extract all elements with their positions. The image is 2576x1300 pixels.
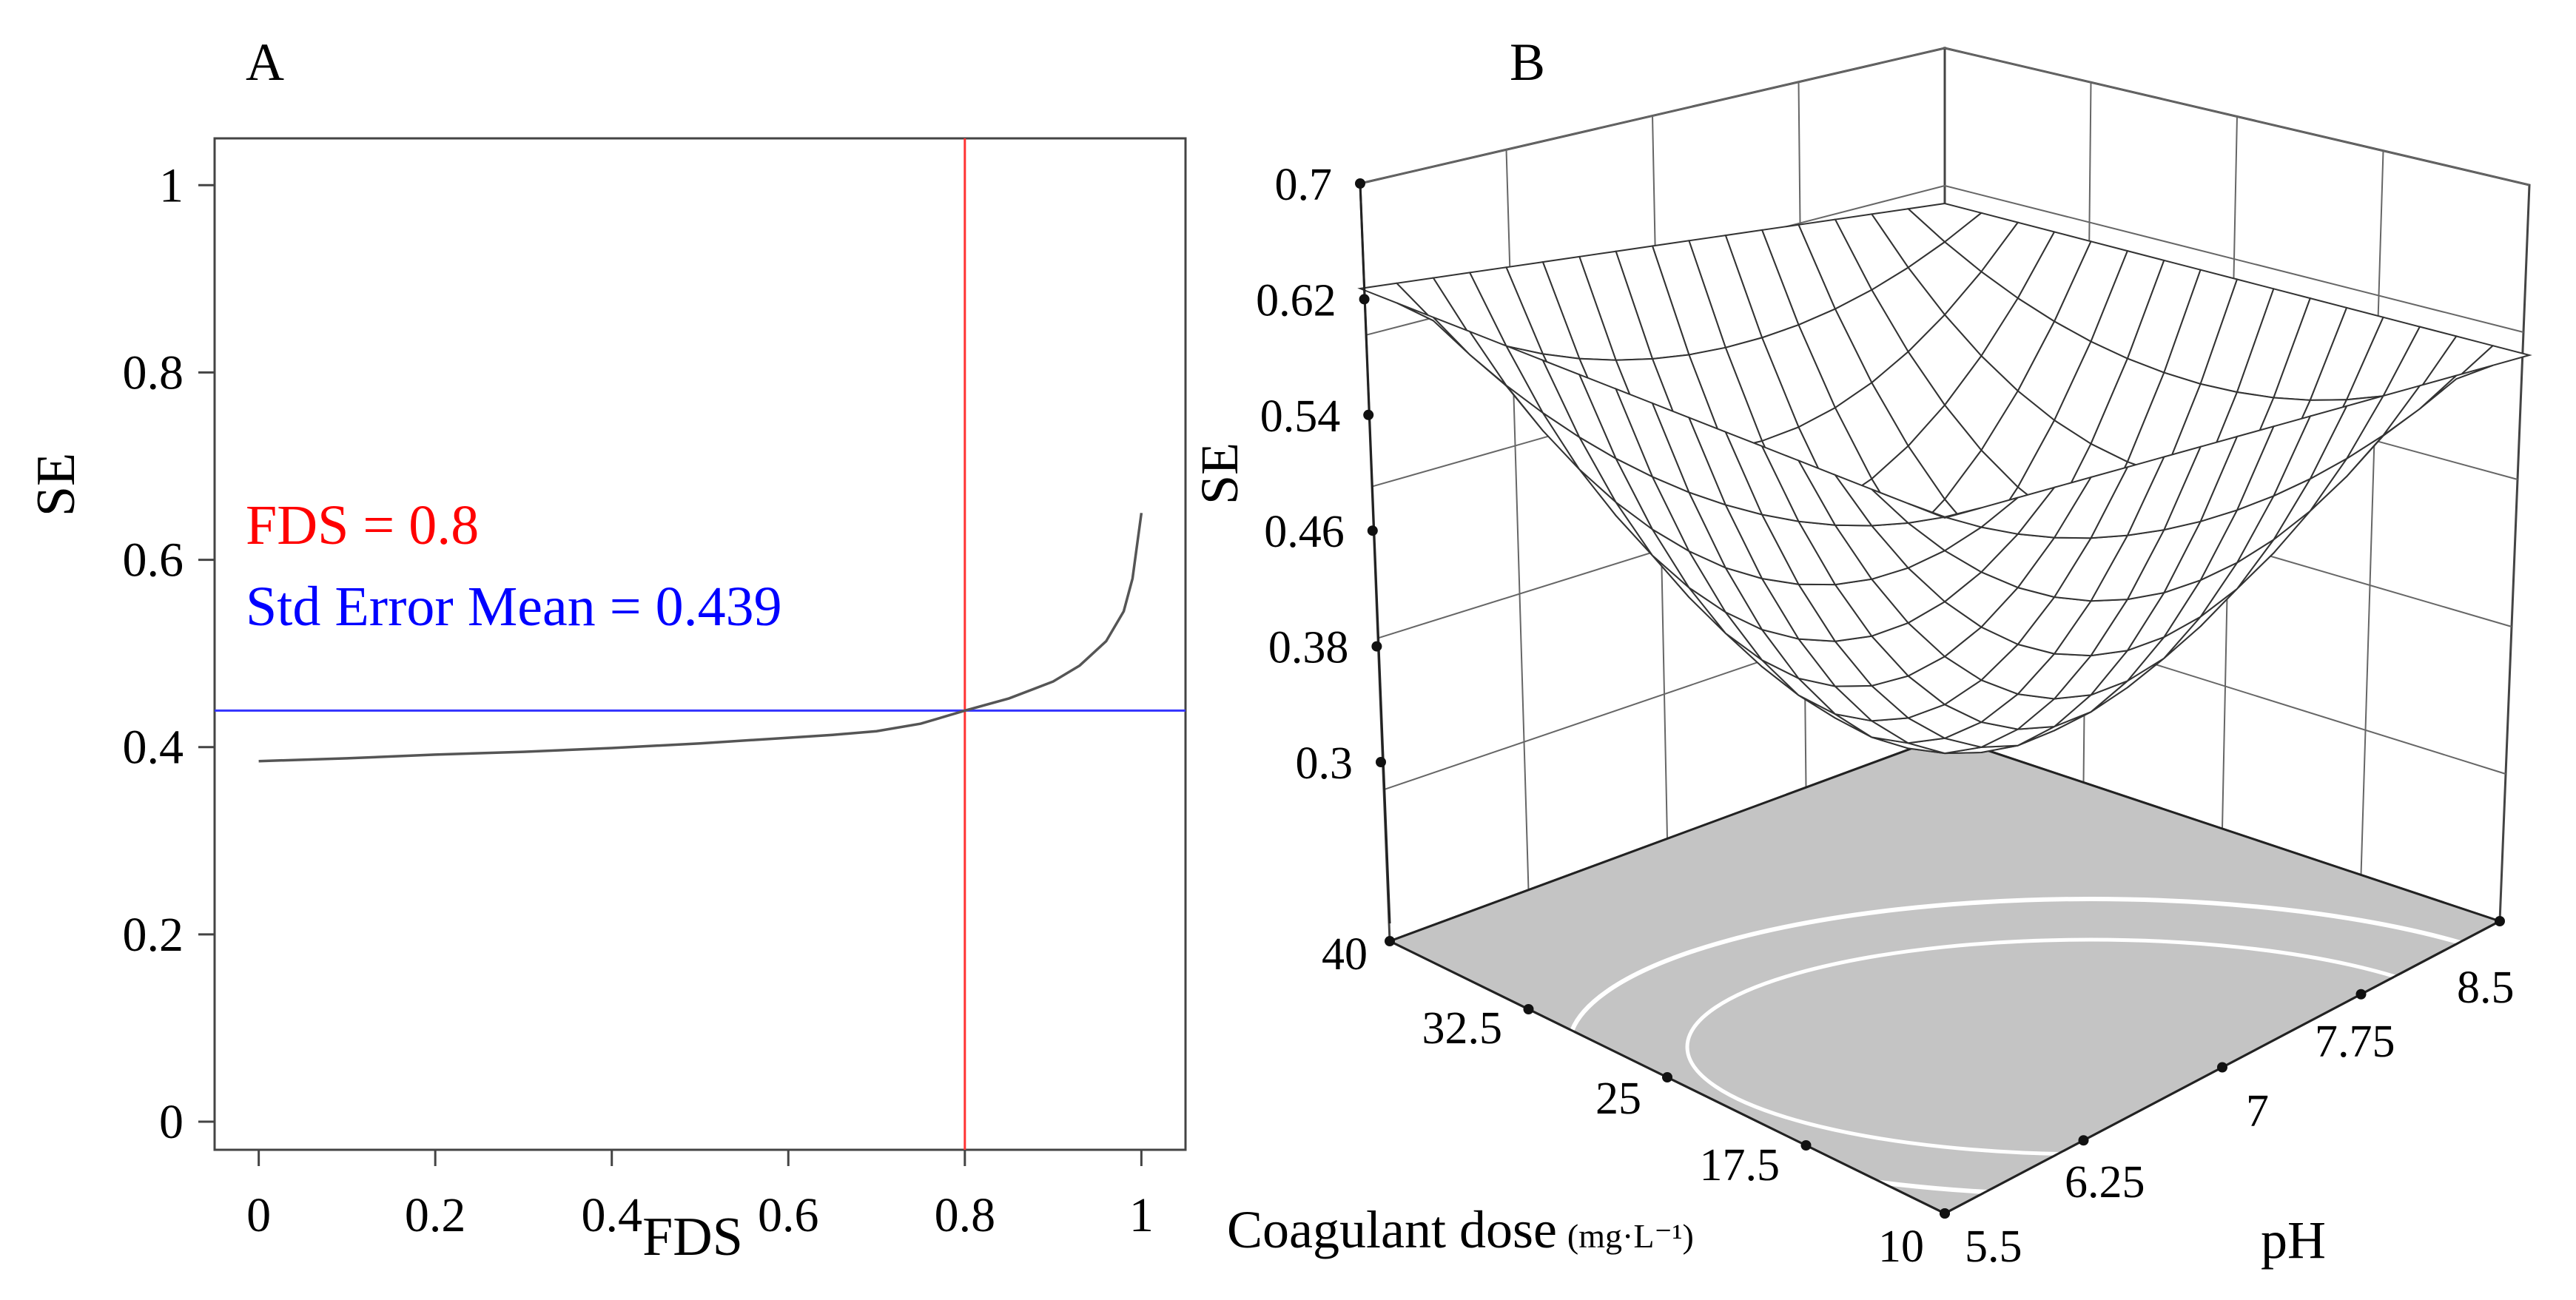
surface-cell (1908, 502, 1982, 519)
ph-tick-dot (2495, 916, 2505, 926)
z-tick-dot (1376, 757, 1386, 767)
z-tick-dot (1355, 178, 1365, 189)
y-axis-label: SE (26, 453, 87, 516)
contour-line (1685, 937, 2496, 1156)
panel-a-label: A (246, 33, 284, 92)
floor-contour-lines (1567, 897, 2576, 1197)
z-tick-dot (1371, 641, 1382, 652)
z-tick-label: 0.46 (1264, 507, 1345, 557)
ph-tick-label: 5.5 (1965, 1222, 2022, 1272)
z-axis-tick-labels: 0.3 0.38 0.46 0.54 0.62 0.7 (1256, 160, 1353, 789)
ph-tick-dot (2217, 1062, 2227, 1073)
response-surface (1357, 202, 2532, 755)
y-tick-label: 0.8 (123, 346, 184, 400)
x-tick-label: 0.6 (758, 1188, 819, 1242)
coagulant-tick-label: 40 (1322, 929, 1368, 980)
z-tick-dot (1367, 525, 1378, 536)
coagulant-tick-label: 25 (1595, 1074, 1641, 1124)
z-tick-label: 0.62 (1256, 275, 1336, 326)
z-axis-ticks (1355, 178, 1386, 767)
coagulant-tick-dot (1385, 936, 1395, 946)
coagulant-tick-dot (1940, 1208, 1950, 1219)
coagulant-tick-dot (1662, 1072, 1672, 1082)
ph-tick-label: 8.5 (2457, 963, 2515, 1013)
z-tick-label: 0.54 (1260, 391, 1341, 442)
x-axis-label: FDS (642, 1207, 743, 1267)
z-tick-label: 0.7 (1275, 160, 1333, 210)
ph-axis-label: pH (2261, 1210, 2326, 1270)
z-tick-dot (1359, 294, 1370, 305)
panel-a-plot-frame (213, 137, 1187, 1151)
ph-tick-label: 7 (2246, 1086, 2269, 1136)
panel-a-tick-labels: 0 0.2 0.4 0.6 0.8 1 0 0.2 0.4 0.6 0.8 1 (123, 158, 1154, 1242)
y-tick-label: 0.4 (123, 721, 184, 775)
z-tick-label: 0.3 (1296, 738, 1353, 789)
coagulant-tick-label: 17.5 (1700, 1140, 1780, 1190)
fds-annotation: FDS = 0.8 (246, 494, 479, 556)
coagulant-tick-label: 32.5 (1422, 1003, 1503, 1054)
z-tick-dot (1363, 409, 1374, 420)
coagulant-axis-unit: (mg·L⁻¹) (1567, 1217, 1694, 1255)
panel-b: B 0.3 0.38 0.46 0.54 0.62 0.7 SE (1190, 33, 2576, 1272)
coagulant-tick-label: 10 (1878, 1222, 1924, 1272)
y-tick-label: 0.2 (123, 908, 184, 962)
x-tick-label: 0 (246, 1188, 271, 1242)
x-tick-label: 1 (1129, 1188, 1154, 1242)
coagulant-tick-dot (1523, 1004, 1534, 1014)
panel-a: A 0 0.2 0.4 0.6 0.8 1 0 0.2 0.4 0.6 0.8 … (26, 33, 1187, 1267)
wall-gridline (2360, 150, 2384, 875)
panel-b-label: B (1510, 33, 1545, 92)
coagulant-tick-labels: 40 32.5 25 17.5 10 (1322, 929, 1924, 1272)
z-axis-label: SE (1190, 442, 1249, 505)
x-tick-label: 0.4 (581, 1188, 642, 1242)
y-tick-label: 0.6 (123, 533, 184, 587)
coagulant-axis-label: Coagulant dose (mg·L⁻¹) (1227, 1200, 1694, 1259)
z-axis-line (1359, 183, 1391, 924)
y-tick-label: 1 (159, 158, 184, 212)
coagulant-tick-dot (1800, 1140, 1812, 1151)
ph-tick-labels: 5.5 6.25 7 7.75 8.5 (1965, 963, 2515, 1272)
ph-tick-dot (2078, 1135, 2089, 1146)
floor-axis-ticks (1385, 916, 2505, 1219)
z-tick-label: 0.38 (1268, 623, 1349, 673)
ph-tick-dot (2355, 989, 2367, 1000)
se-curve-line (258, 513, 1143, 763)
ph-tick-label: 6.25 (2065, 1157, 2145, 1208)
contour-line (1567, 897, 2576, 1197)
ph-tick-label: 7.75 (2315, 1017, 2395, 1067)
panel-a-ticks (198, 183, 1143, 1166)
y-tick-label: 0 (159, 1095, 184, 1149)
x-tick-label: 0.8 (935, 1188, 996, 1242)
coagulant-axis-label-text: Coagulant dose (1227, 1200, 1557, 1259)
std-error-mean-annotation: Std Error Mean = 0.439 (246, 576, 782, 638)
x-tick-label: 0.2 (405, 1188, 466, 1242)
